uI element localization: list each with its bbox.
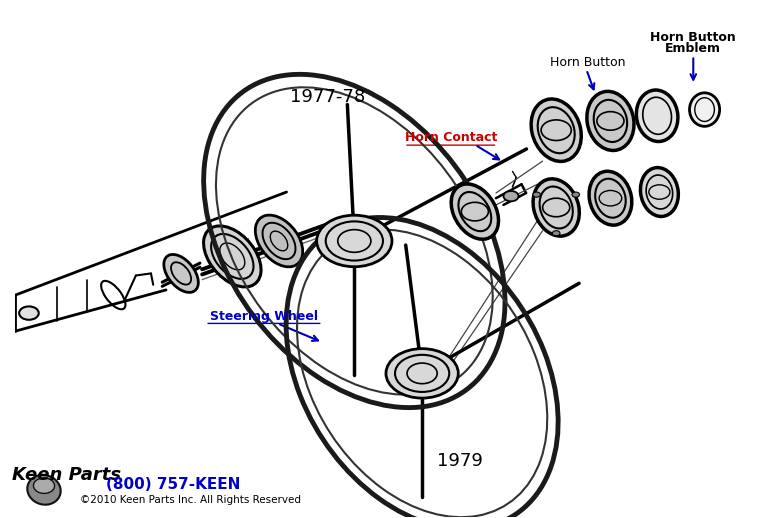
Circle shape bbox=[19, 307, 38, 320]
Ellipse shape bbox=[203, 226, 261, 287]
Ellipse shape bbox=[636, 90, 678, 141]
Text: Horn Contact: Horn Contact bbox=[404, 132, 497, 145]
Ellipse shape bbox=[689, 93, 720, 126]
Circle shape bbox=[572, 192, 580, 197]
Ellipse shape bbox=[533, 179, 579, 236]
Ellipse shape bbox=[451, 184, 498, 239]
Text: Horn Button: Horn Button bbox=[550, 56, 625, 69]
Text: ©2010 Keen Parts Inc. All Rights Reserved: ©2010 Keen Parts Inc. All Rights Reserve… bbox=[79, 495, 300, 505]
Ellipse shape bbox=[33, 478, 55, 494]
Ellipse shape bbox=[164, 254, 199, 293]
Text: (800) 757-KEEN: (800) 757-KEEN bbox=[106, 477, 241, 492]
Circle shape bbox=[316, 215, 392, 267]
Text: Steering Wheel: Steering Wheel bbox=[210, 310, 318, 323]
Ellipse shape bbox=[641, 168, 678, 217]
Circle shape bbox=[533, 192, 541, 197]
Text: Horn Button: Horn Button bbox=[651, 31, 736, 44]
Ellipse shape bbox=[531, 99, 581, 162]
Text: Keen Parts: Keen Parts bbox=[12, 466, 121, 484]
Text: 1977-78: 1977-78 bbox=[290, 88, 366, 106]
Ellipse shape bbox=[589, 171, 632, 225]
Ellipse shape bbox=[256, 215, 303, 267]
Ellipse shape bbox=[587, 91, 634, 150]
Text: Emblem: Emblem bbox=[665, 42, 721, 55]
Circle shape bbox=[504, 191, 518, 202]
Text: 1979: 1979 bbox=[437, 452, 483, 470]
Circle shape bbox=[386, 349, 458, 398]
Circle shape bbox=[552, 231, 560, 236]
Ellipse shape bbox=[27, 475, 61, 505]
